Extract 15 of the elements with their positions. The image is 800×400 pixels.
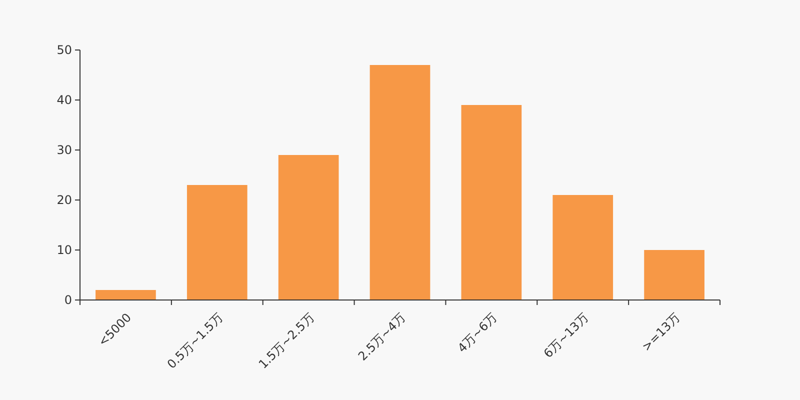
y-tick-label: 20 [56, 193, 72, 207]
bar [278, 155, 339, 300]
y-tick-label: 40 [56, 93, 72, 107]
y-tick-label: 50 [56, 43, 72, 57]
bar [461, 105, 522, 300]
bar [552, 195, 614, 300]
y-tick-label: 30 [56, 143, 72, 157]
bar [186, 185, 248, 300]
y-tick-label: 0 [64, 293, 72, 307]
bar [370, 65, 430, 300]
bar [96, 290, 156, 300]
bar [644, 250, 704, 300]
x-tick-label: 2.5万~4万 [355, 310, 408, 364]
x-tick-label: 4万~6万 [454, 310, 500, 356]
y-tick-label: 10 [56, 243, 72, 257]
